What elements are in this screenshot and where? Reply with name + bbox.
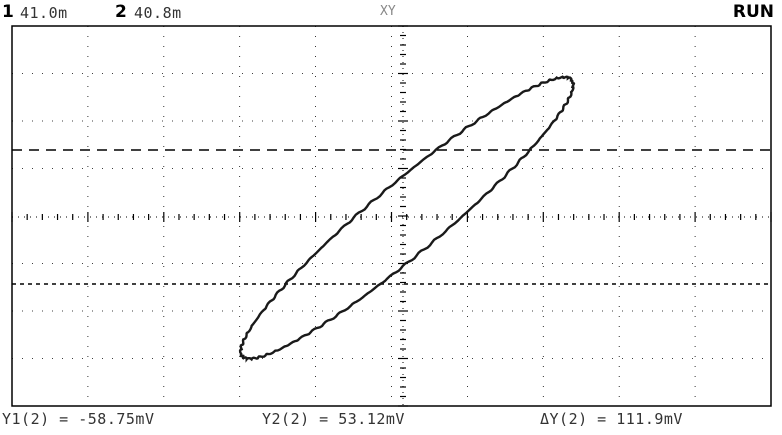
xy-trace — [238, 75, 576, 363]
display-mode: XY — [380, 4, 396, 19]
channel-1-scale: 41.0m — [20, 4, 68, 22]
graticule-grid — [11, 25, 772, 407]
channel-2-label: 2 — [115, 2, 127, 22]
screen-border — [11, 25, 772, 407]
y1-measurement: Y1(2) = -58.75mV — [2, 410, 155, 428]
status-bar: 1 41.0m 2 40.8m XY RUN — [0, 0, 782, 24]
channel-2-scale: 40.8m — [134, 4, 182, 22]
run-status: RUN — [732, 2, 774, 22]
channel-1-label: 1 — [2, 2, 14, 22]
y2-measurement: Y2(2) = 53.12mV — [262, 410, 405, 428]
delta-y-measurement: ΔY(2) = 111.9mV — [540, 410, 683, 428]
